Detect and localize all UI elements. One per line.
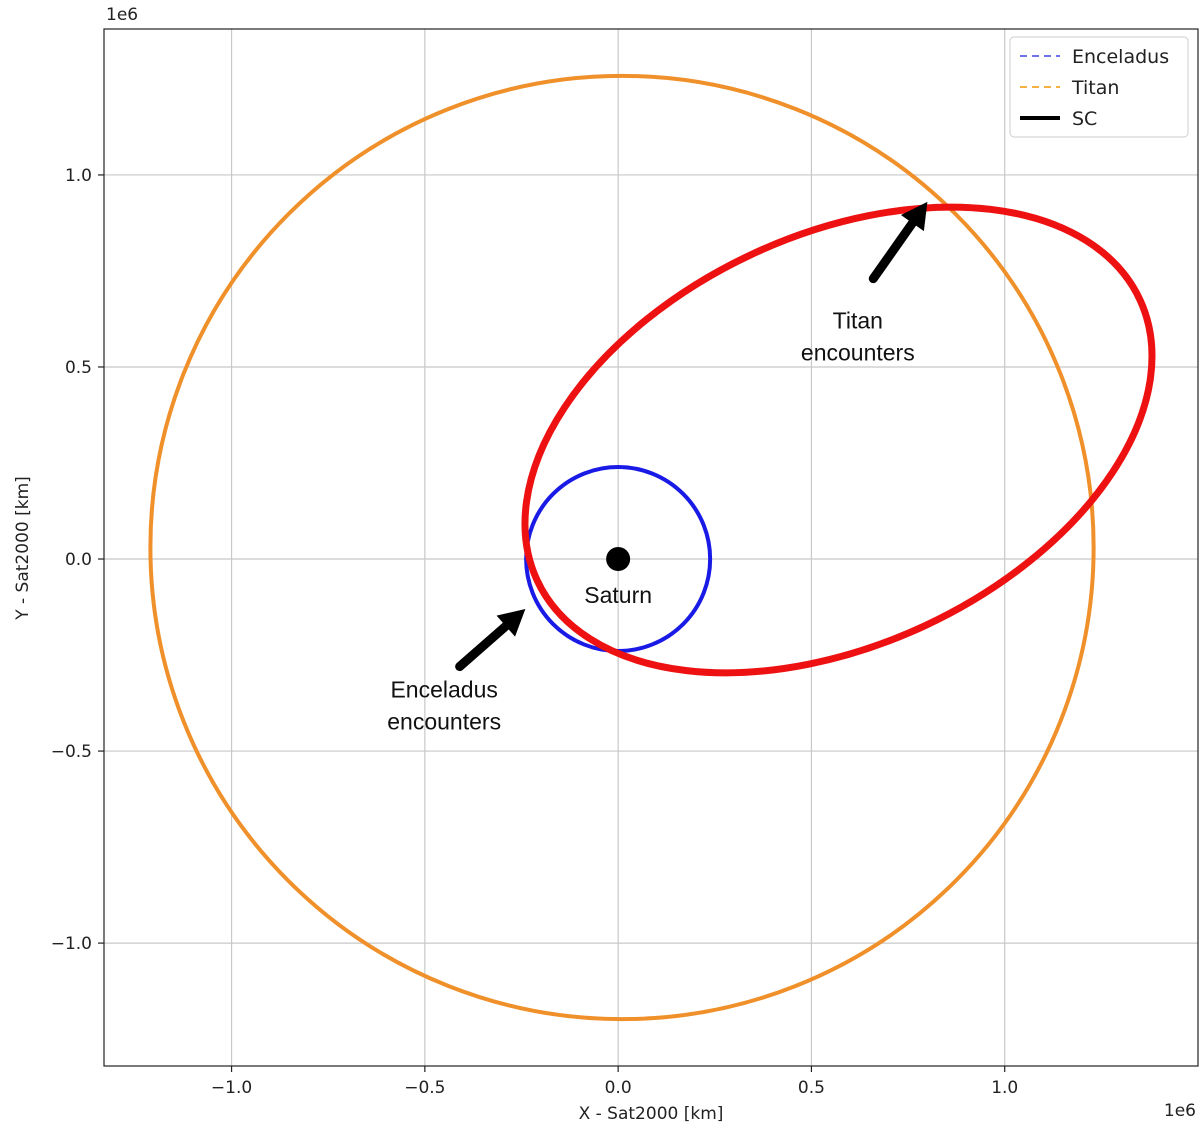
enceladus-encounters-arrow-head (496, 608, 526, 637)
y-tick-label: −1.0 (51, 934, 92, 954)
x-tick-label: −1.0 (211, 1078, 252, 1098)
legend-label: Enceladus (1072, 46, 1169, 68)
saturn-label: Saturn (584, 582, 652, 608)
enceladus-encounters-label-line: Enceladus (390, 676, 497, 702)
titan-encounters-arrow-head (900, 201, 928, 232)
y-tick-label: 0.5 (65, 358, 92, 378)
enceladus-encounters-label-line: encounters (387, 708, 501, 734)
x-tick-label: −0.5 (404, 1078, 445, 1098)
titan-encounters-label-line: Titan (833, 308, 883, 334)
ticks: −1.0 −0.5 0.0 0.5 1.0 1.0 0.5 0.0 −0.5 −1.0 (51, 166, 1019, 1098)
titan-encounters-label-line: encounters (801, 340, 915, 366)
annotations: Saturn Titan encounters Enceladus encounters (387, 201, 928, 734)
legend-label: SC (1072, 108, 1097, 130)
legend-label: Titan (1071, 77, 1119, 99)
legend: Enceladus Titan SC (1009, 36, 1189, 138)
plot-frame (103, 28, 1199, 1067)
y-offset-label: 1e6 (106, 5, 138, 25)
titan-encounters-arrow-shaft (868, 218, 917, 284)
sc-orbit (521, 203, 1156, 677)
x-offset-label: 1e6 (1164, 1101, 1196, 1121)
x-tick-label: 0.0 (605, 1078, 632, 1098)
y-tick-label: 1.0 (65, 166, 92, 186)
y-tick-label: −0.5 (51, 742, 92, 762)
titan-orbit (148, 73, 1096, 1022)
y-tick-label: 0.0 (65, 550, 92, 570)
x-tick-label: 0.5 (798, 1078, 825, 1098)
series (148, 73, 1156, 1022)
enceladus-encounters-arrow-shaft (455, 621, 511, 672)
x-tick-label: 1.0 (991, 1078, 1018, 1098)
legend-box (1009, 36, 1189, 138)
x-axis-label: X - Sat2000 [km] (579, 1104, 724, 1124)
y-axis-label: Y - Sat2000 [km] (13, 476, 33, 621)
saturn-marker (606, 547, 631, 572)
grid (104, 29, 1198, 1066)
